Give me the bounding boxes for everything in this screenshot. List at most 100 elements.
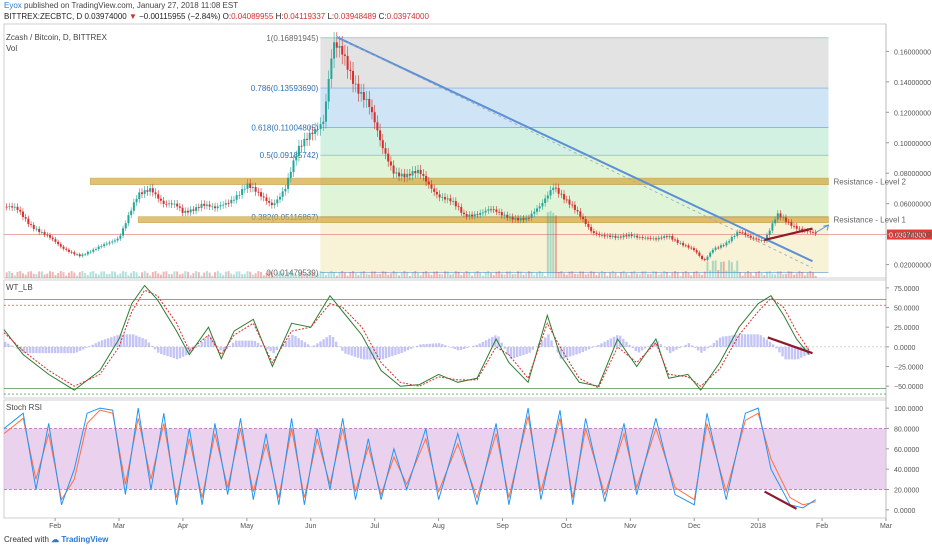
- wt-hist-bar: [94, 343, 97, 347]
- candle-body: [381, 140, 384, 149]
- volume-bar: [265, 272, 268, 278]
- volume-bar: [795, 273, 798, 278]
- wt-hist-bar: [491, 336, 494, 347]
- candle-body: [603, 235, 606, 237]
- candle-body: [525, 217, 528, 220]
- wt-hist-bar: [316, 343, 319, 347]
- price-tick-label: 0.14000000: [894, 80, 931, 87]
- wt-hist-bar: [559, 346, 563, 359]
- volume-bar: [774, 274, 777, 278]
- time-tick-label: Jun: [305, 523, 316, 530]
- wt-hist-bar: [619, 335, 622, 347]
- candle-body: [728, 241, 731, 243]
- wt-hist-bar: [163, 346, 166, 356]
- wt-hist-bar: [72, 346, 76, 354]
- wt-hist-bar: [313, 345, 316, 347]
- volume-bar: [571, 271, 574, 278]
- volume-bar: [628, 275, 631, 278]
- candle-body: [84, 254, 87, 256]
- volume-bar: [609, 272, 612, 278]
- candle-body: [755, 238, 758, 240]
- author-link[interactable]: Eyox: [4, 1, 22, 10]
- wt-hist-bar: [291, 334, 294, 347]
- wt-hist-bar: [497, 336, 500, 347]
- candle-body: [690, 247, 693, 249]
- volume-bar: [676, 272, 679, 278]
- wt-hist-bar: [128, 334, 132, 347]
- volume-bar: [419, 275, 422, 278]
- wt-hist-bar: [512, 346, 516, 359]
- candle-body: [81, 254, 84, 257]
- candle-body: [254, 187, 257, 192]
- stoch-tick-label: 20.0000: [894, 488, 919, 495]
- candle-body: [130, 210, 133, 216]
- candle-body: [582, 216, 585, 220]
- volume-bar: [35, 274, 38, 278]
- candle-body: [692, 248, 695, 251]
- volume-bar: [649, 273, 652, 278]
- volume-bar: [782, 274, 785, 278]
- fib-label-0.5: 0.5(0.09185742): [260, 151, 319, 160]
- volume-bar: [119, 273, 122, 278]
- wt-hist-bar: [57, 346, 60, 354]
- candle-body: [414, 171, 417, 174]
- wt-hist-bar: [640, 346, 644, 351]
- volume-bar: [500, 273, 503, 278]
- last-price-tag-text: 0.03974000: [889, 233, 926, 240]
- candle-body: [701, 255, 704, 260]
- volume-bar: [722, 261, 725, 278]
- wt-hist-bar: [147, 342, 151, 347]
- candle-body: [140, 192, 143, 194]
- candle-body: [571, 204, 574, 206]
- candle-body: [346, 55, 349, 70]
- volume-bar: [143, 271, 146, 278]
- volume-bar: [203, 272, 206, 278]
- candle-body: [8, 206, 11, 208]
- tradingview-logo-icon[interactable]: ☁: [51, 535, 60, 544]
- volume-bar: [376, 274, 379, 278]
- volume-bar: [444, 271, 447, 278]
- candle-body: [427, 181, 430, 185]
- wt-hist-bar: [581, 346, 584, 353]
- tradingview-brand[interactable]: TradingView: [61, 535, 109, 544]
- candle-body: [646, 237, 649, 239]
- volume-bar: [357, 275, 360, 278]
- candle-body: [554, 187, 557, 189]
- volume-bar: [86, 275, 89, 278]
- volume-bar: [362, 271, 365, 278]
- stoch-tick-label: 40.0000: [894, 467, 919, 474]
- volume-bar: [473, 272, 476, 278]
- volume-bar: [776, 271, 779, 278]
- wt-hist-bar: [387, 346, 391, 358]
- wt-hist-bar: [431, 343, 435, 347]
- candle-body: [127, 215, 130, 224]
- volume-bar: [698, 273, 701, 278]
- candle-body: [490, 209, 493, 211]
- candle-body: [549, 190, 552, 196]
- volume-bar: [197, 272, 200, 278]
- candle-body: [273, 203, 276, 206]
- wt-hist-bar: [75, 346, 79, 353]
- volume-bar: [790, 271, 793, 278]
- wt-hist-bar: [378, 346, 382, 360]
- volume-bar: [495, 271, 498, 278]
- candle-body: [609, 235, 612, 237]
- candle-body: [544, 198, 547, 204]
- candle-body: [232, 199, 235, 201]
- candle-body: [568, 199, 571, 205]
- wt-hist-bar: [531, 346, 535, 350]
- candle-body: [287, 177, 290, 189]
- wt-hist-bar: [175, 346, 179, 360]
- volume-bar: [646, 274, 649, 278]
- candle-body: [151, 188, 154, 193]
- volume-bar: [30, 271, 33, 278]
- volume-bar: [292, 273, 295, 278]
- volume-bar: [422, 271, 425, 278]
- candle-body: [308, 132, 311, 140]
- candle-body: [744, 232, 747, 236]
- wt-hist-bar: [441, 344, 444, 347]
- wt-hist-bar: [381, 346, 385, 360]
- wt-hist-bar: [210, 336, 213, 347]
- volume-bar: [725, 270, 728, 278]
